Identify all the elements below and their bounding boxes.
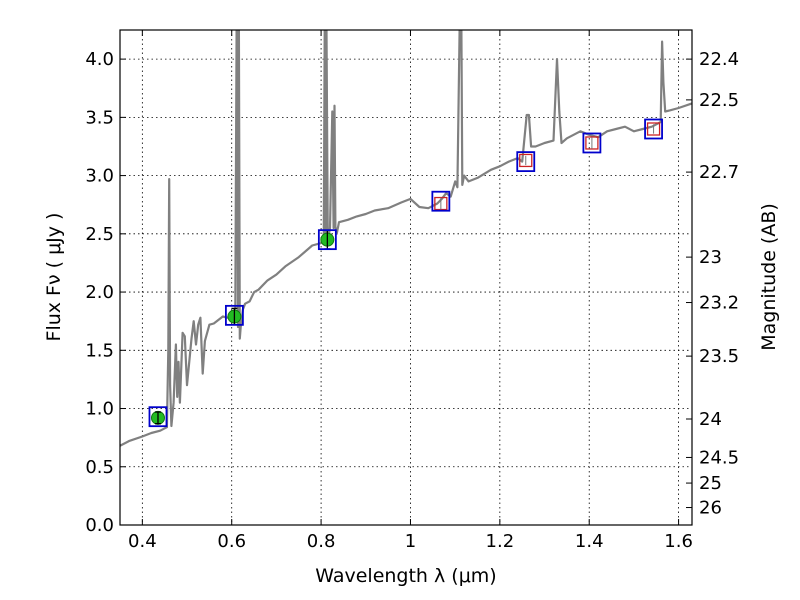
right-tick-label: 24.5 — [699, 447, 739, 468]
x-tick-label: 1 — [405, 531, 416, 552]
right-tick-label: 22.4 — [699, 49, 739, 70]
photometry-layer — [148, 118, 663, 428]
y-axis-label: Flux Fν ( μJy ) — [43, 213, 65, 342]
photometry-box-marker — [644, 118, 663, 140]
photometry-box-marker — [582, 132, 602, 154]
photometry-model-point — [585, 136, 599, 150]
photometry-box-marker — [516, 151, 536, 173]
y-tick-label: 1.5 — [85, 340, 114, 361]
x-tick-label: 0.4 — [128, 531, 157, 552]
y-tick-label: 3.0 — [85, 166, 114, 187]
x-tick-label: 1.6 — [664, 531, 693, 552]
right-tick-label: 26 — [699, 498, 722, 519]
photometry-model-point — [434, 196, 448, 211]
y-tick-label: 1.0 — [85, 399, 114, 420]
y-tick-label: 3.5 — [85, 107, 114, 128]
plot-frame — [119, 29, 693, 526]
right-tick-label: 24 — [699, 409, 722, 430]
x-tick-label: 1.4 — [575, 531, 604, 552]
y-tick-label: 2.5 — [85, 224, 114, 245]
photometry-box-marker — [224, 304, 244, 326]
right-tick-label: 25 — [699, 473, 722, 494]
ticks: 0.4 0.6 0.8 1 1.2 1.4 1.6 0.0 0.5 1.0 1.5 2.0 2.5 3.0… — [85, 30, 739, 552]
x-tick-label: 0.6 — [217, 531, 246, 552]
right-tick-label: 22.7 — [699, 162, 739, 183]
right-tick-label: 23 — [699, 247, 722, 268]
y-tick-label: 0.5 — [85, 457, 114, 478]
y-tick-label: 2.0 — [85, 282, 114, 303]
grid — [120, 30, 692, 526]
photometry-model-point — [646, 122, 661, 136]
y-tick-label: 4.0 — [85, 49, 114, 70]
right-tick-label: 23.2 — [699, 293, 739, 314]
photometry-box-marker — [148, 406, 168, 428]
series-layer — [120, 30, 692, 447]
right-tick-label: 23.5 — [699, 346, 739, 367]
model-spectrum-line — [120, 30, 692, 447]
photometry-box-marker — [431, 190, 451, 212]
y-tick-label: 0.0 — [85, 515, 114, 536]
photometry-model-point — [519, 153, 533, 168]
right-axis-label: Magnitude (AB) — [758, 203, 780, 351]
right-tick-label: 22.5 — [699, 90, 739, 111]
x-axis-label: Wavelength λ (μm) — [315, 565, 496, 587]
x-tick-label: 1.2 — [486, 531, 515, 552]
photometry-box-marker — [317, 229, 337, 251]
x-tick-label: 0.8 — [307, 531, 336, 552]
